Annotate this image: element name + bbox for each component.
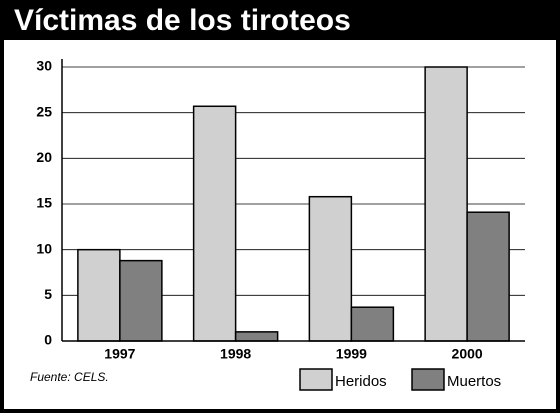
y-tick-label: 0 [44,332,52,348]
y-tick-label: 20 [36,149,52,165]
legend-swatch [411,368,445,391]
source: Fuente: CELS. [30,370,109,384]
y-tick-label: 10 [36,240,52,256]
bar [350,306,395,342]
bar [234,331,279,342]
bar [119,259,163,342]
x-tick-label: 1997 [104,346,135,362]
y-tick-label: 15 [36,195,52,211]
y-tick-label: 5 [44,286,52,302]
legend-swatch [299,368,333,391]
y-tick-label: 25 [36,103,52,119]
y-tick-label: 30 [36,58,52,74]
bar [424,66,468,342]
legend-label: Heridos [335,373,387,390]
x-tick-label: 2000 [452,346,483,362]
bar [308,195,353,342]
legend-label: Muertos [447,373,501,390]
chart-title: Víctimas de los tiroteos [14,4,351,37]
bar [77,248,121,342]
title-bar [2,2,558,40]
bar [192,105,237,342]
x-tick-label: 1999 [336,346,367,362]
x-tick-label: 1998 [220,346,251,362]
bar [466,211,510,342]
